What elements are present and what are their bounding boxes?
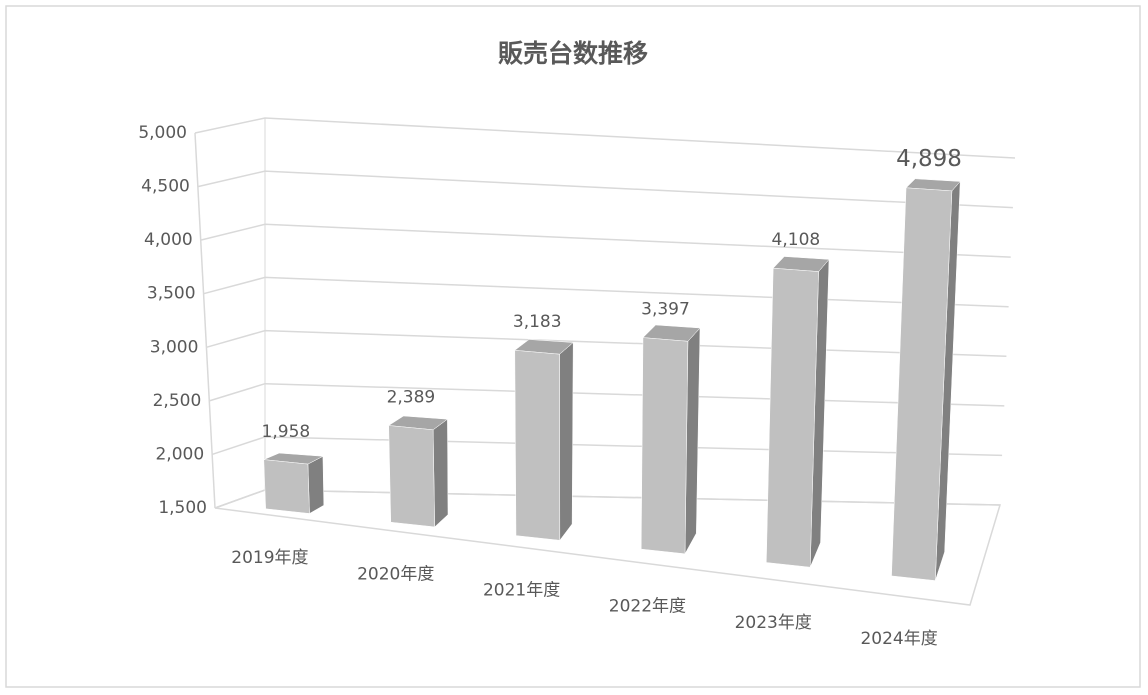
bar-side bbox=[432, 418, 449, 528]
bar-front bbox=[766, 267, 819, 568]
bar-side bbox=[559, 341, 574, 542]
bar bbox=[640, 324, 701, 555]
y-tick-label: 4,500 bbox=[141, 177, 190, 197]
grid-line bbox=[206, 329, 1007, 358]
bar-front bbox=[891, 187, 953, 581]
x-tick-label: 2023年度 bbox=[735, 613, 812, 633]
value-label: 4,898 bbox=[896, 146, 962, 172]
grid-line bbox=[200, 223, 1011, 258]
y-tick-label: 5,000 bbox=[138, 123, 187, 143]
grid-line bbox=[209, 382, 1005, 407]
bar-side bbox=[307, 455, 325, 514]
value-label: 4,108 bbox=[772, 230, 821, 250]
y-tick-label: 2,000 bbox=[155, 444, 204, 464]
y-tick-label: 2,500 bbox=[153, 391, 202, 411]
bar bbox=[387, 415, 449, 528]
y-tick-label: 1,500 bbox=[158, 498, 207, 518]
x-tick-label: 2024年度 bbox=[860, 629, 937, 649]
y-tick-label: 3,000 bbox=[150, 337, 199, 357]
bar-front bbox=[514, 350, 561, 541]
value-label: 3,183 bbox=[513, 312, 562, 332]
bar-front bbox=[640, 337, 689, 555]
grid-line bbox=[203, 276, 1009, 308]
x-tick-label: 2021年度 bbox=[483, 580, 560, 600]
bar bbox=[514, 339, 574, 542]
bar bbox=[766, 256, 830, 568]
value-label: 3,397 bbox=[641, 299, 690, 319]
chart-title: 販売台数推移 bbox=[498, 39, 648, 68]
grid-line bbox=[194, 117, 1016, 159]
bar-front bbox=[263, 459, 310, 514]
y-tick-label: 3,500 bbox=[147, 284, 196, 304]
grid-line bbox=[197, 170, 1013, 209]
bar bbox=[263, 452, 325, 514]
x-tick-label: 2019年度 bbox=[231, 548, 308, 568]
x-tick-label: 2020年度 bbox=[357, 564, 434, 584]
bar-front bbox=[388, 425, 435, 528]
grid-line bbox=[211, 436, 1003, 457]
value-label: 2,389 bbox=[387, 388, 436, 408]
y-axis bbox=[194, 132, 216, 509]
x-tick-label: 2022年度 bbox=[609, 597, 686, 617]
value-label: 1,958 bbox=[262, 422, 311, 442]
bar bbox=[891, 178, 961, 581]
y-tick-label: 4,000 bbox=[144, 230, 193, 250]
